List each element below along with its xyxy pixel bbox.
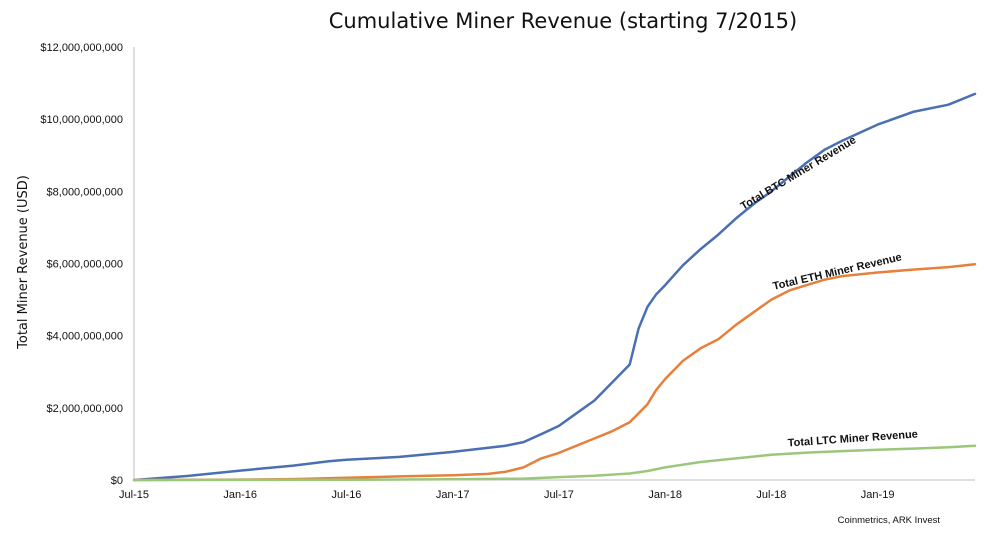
axis-ticks: $0 $2,000,000,000 $4,000,000,000 $6,000,000…	[40, 42, 894, 501]
y-tick-label: $12,000,000,000	[40, 42, 123, 54]
x-tick-label: Jul-18	[756, 489, 786, 501]
y-axis-label: Total Miner Revenue (USD)	[16, 175, 31, 350]
y-tick-label: $8,000,000,000	[47, 186, 123, 198]
y-tick-label: $6,000,000,000	[47, 259, 123, 271]
x-tick-label: Jan-18	[648, 489, 682, 501]
series-line-btc	[132, 92, 977, 482]
x-tick-label: Jul-17	[544, 489, 574, 501]
x-tick-label: Jan-19	[861, 489, 895, 501]
chart-title: Cumulative Miner Revenue (starting 7/201…	[329, 9, 797, 33]
series-label-btc: Total BTC Miner Revenue	[739, 134, 859, 212]
x-tick-label: Jan-17	[436, 489, 470, 501]
series-label-ltc: Total LTC Miner Revenue	[787, 428, 918, 449]
x-tick-label: Jul-15	[119, 489, 149, 501]
y-tick-label: $4,000,000,000	[47, 331, 123, 343]
series-line-eth	[132, 262, 977, 482]
x-tick-label: Jul-16	[331, 489, 361, 501]
y-tick-label: $2,000,000,000	[47, 403, 123, 415]
source-note: Coinmetrics, ARK Invest	[838, 515, 941, 526]
series-lines	[132, 92, 977, 482]
y-tick-label: $10,000,000,000	[40, 114, 123, 126]
series-line-ltc	[132, 444, 977, 482]
x-tick-label: Jan-16	[223, 489, 257, 501]
y-tick-label: $0	[111, 475, 123, 487]
